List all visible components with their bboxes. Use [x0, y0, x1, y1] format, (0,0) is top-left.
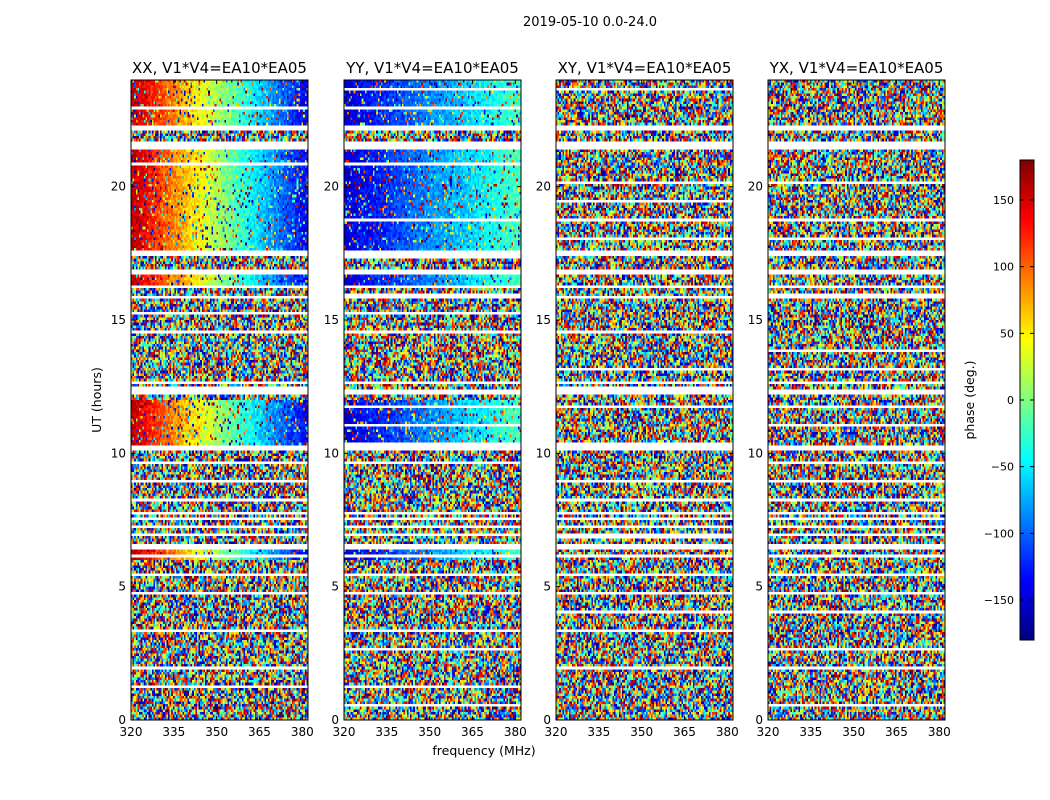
x-tick-label: 365: [673, 725, 696, 739]
panel-frame: [343, 79, 522, 721]
x-tick-label: 335: [587, 725, 610, 739]
panel-frame: [555, 79, 734, 721]
colorbar-tick-label: 0: [1007, 394, 1014, 407]
y-tick-label: 5: [331, 580, 339, 594]
x-tick-label: 320: [120, 725, 143, 739]
x-axis-label: frequency (MHz): [432, 743, 535, 758]
panel-3: XY, V1*V4=EA10*EA05 320 335 350 365 380 0 5 10 15…: [536, 59, 739, 739]
y-tick-label: 15: [748, 313, 763, 327]
x-tick-label: 320: [333, 725, 356, 739]
y-tick-label: 10: [748, 446, 763, 460]
x-tick-label: 350: [205, 725, 228, 739]
y-tick-label: 15: [536, 313, 551, 327]
panel-title: XY, V1*V4=EA10*EA05: [558, 59, 732, 77]
y-tick-label: 20: [111, 180, 126, 194]
panel-heatmap: [556, 80, 733, 720]
y-tick-label: 0: [543, 713, 551, 727]
y-tick-label: 5: [543, 580, 551, 594]
colorbar-tick-label: 50: [1000, 327, 1014, 340]
x-tick-label: 335: [162, 725, 185, 739]
colorbar-tick-label: 100: [993, 261, 1014, 274]
y-tick-label: 5: [118, 580, 126, 594]
colorbar-tick-label: 150: [993, 194, 1014, 207]
y-tick-label: 0: [755, 713, 763, 727]
y-axis-label: UT (hours): [89, 367, 104, 433]
panel-title: YX, V1*V4=EA10*EA05: [769, 59, 944, 77]
y-tick-label: 20: [536, 180, 551, 194]
panel-heatmap: [344, 80, 521, 720]
x-tick-label: 350: [630, 725, 653, 739]
x-tick-label: 380: [928, 725, 951, 739]
x-tick-label: 380: [504, 725, 527, 739]
panel-title: XX, V1*V4=EA10*EA05: [132, 59, 307, 77]
x-tick-label: 365: [461, 725, 484, 739]
panels: XX, V1*V4=EA10*EA05 320 335 350 365 380 0 5 10 15…: [111, 59, 951, 739]
x-tick-label: 320: [545, 725, 568, 739]
x-tick-label: 350: [842, 725, 865, 739]
y-tick-label: 10: [324, 446, 339, 460]
colorbar-tick-label: −100: [984, 527, 1014, 540]
y-tick-label: 10: [536, 446, 551, 460]
panel-1: XX, V1*V4=EA10*EA05 320 335 350 365 380 0 5 10 15…: [111, 59, 314, 739]
x-tick-label: 350: [418, 725, 441, 739]
colorbar-label: phase (deg.): [962, 361, 977, 440]
panel-frame: [130, 79, 309, 721]
panel-2: YY, V1*V4=EA10*EA05 320 335 350 365 380 0 5 10 15…: [324, 59, 527, 739]
panel-title: YY, V1*V4=EA10*EA05: [345, 59, 519, 77]
panel-heatmap: [131, 80, 308, 720]
x-tick-label: 380: [716, 725, 739, 739]
colorbar: 150 100 50 0 −50 −100 −150: [984, 159, 1035, 641]
x-tick-label: 365: [885, 725, 908, 739]
panel-frame: [767, 79, 946, 721]
x-tick-label: 380: [291, 725, 314, 739]
x-tick-label: 335: [375, 725, 398, 739]
y-tick-label: 20: [324, 180, 339, 194]
x-tick-label: 320: [757, 725, 780, 739]
y-tick-label: 20: [748, 180, 763, 194]
colorbar-tick-label: −150: [984, 594, 1014, 607]
y-tick-label: 15: [111, 313, 126, 327]
y-tick-label: 0: [118, 713, 126, 727]
colorbar-gradient: [1020, 160, 1034, 640]
y-tick-label: 10: [111, 446, 126, 460]
x-tick-label: 335: [799, 725, 822, 739]
y-tick-label: 15: [324, 313, 339, 327]
panel-heatmap: [768, 80, 945, 720]
y-tick-label: 0: [331, 713, 339, 727]
panel-4: YX, V1*V4=EA10*EA05 320 335 350 365 380 0 5 10 15…: [748, 59, 951, 739]
figure-suptitle: 2019-05-10 0.0-24.0: [523, 15, 657, 30]
colorbar-tick-label: −50: [991, 461, 1014, 474]
y-tick-label: 5: [755, 580, 763, 594]
x-tick-label: 365: [248, 725, 271, 739]
